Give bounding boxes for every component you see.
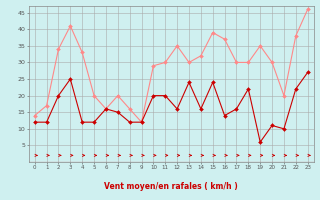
X-axis label: Vent moyen/en rafales ( km/h ): Vent moyen/en rafales ( km/h ) — [104, 182, 238, 191]
